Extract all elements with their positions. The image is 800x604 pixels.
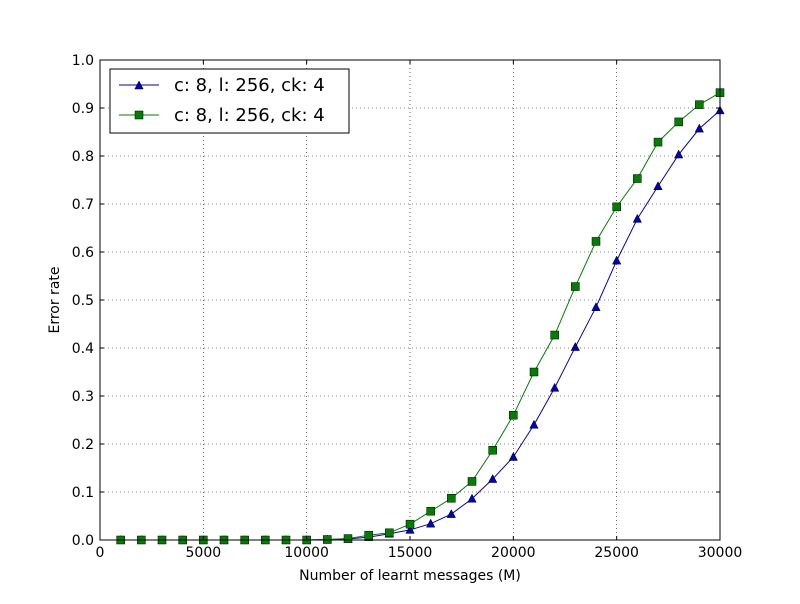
- data-point: [508, 451, 518, 461]
- data-point: [591, 302, 601, 311]
- data-point: [405, 519, 415, 529]
- x-tick-label: 30000: [698, 545, 743, 561]
- data-point: [446, 509, 456, 518]
- data-point: [550, 382, 560, 392]
- x-tick-label: 0: [96, 545, 105, 561]
- x-tick-label: 25000: [594, 545, 639, 561]
- y-tick-label: 0.8: [72, 149, 94, 165]
- y-tick-label: 0.6: [72, 245, 94, 261]
- x-tick-label: 5000: [186, 545, 222, 561]
- legend-marker-2: [134, 110, 144, 120]
- data-point: [364, 530, 373, 540]
- y-tick-label: 0.5: [72, 293, 94, 309]
- y-tick-label: 0.4: [72, 341, 94, 357]
- data-point: [467, 493, 477, 503]
- y-tick-label: 1.0: [72, 53, 94, 69]
- x-tick-label: 15000: [388, 545, 433, 561]
- y-tick-label: 0.0: [72, 533, 94, 549]
- y-tick-label: 0.3: [72, 389, 94, 405]
- legend-marker-1: [134, 80, 144, 90]
- data-point: [571, 282, 580, 291]
- data-point: [632, 213, 642, 223]
- x-tick-label: 20000: [491, 545, 536, 561]
- x-axis-label: Number of learnt messages (M): [299, 568, 521, 584]
- data-point: [674, 117, 683, 127]
- data-point: [467, 477, 477, 486]
- data-point: [529, 367, 539, 377]
- data-point: [529, 419, 539, 429]
- data-point: [385, 528, 394, 538]
- data-point: [343, 534, 353, 543]
- data-point: [653, 181, 663, 190]
- data-point: [695, 100, 704, 109]
- legend-label-1: c: 8, l: 256, ck: 4: [174, 75, 325, 96]
- data-point: [488, 474, 498, 483]
- data-point: [612, 202, 621, 212]
- data-point: [550, 330, 559, 340]
- legend-box: [109, 68, 350, 134]
- data-point: [426, 518, 436, 528]
- axis-ticks: 0 5000 10000 15000 20000 25000 30000 0.0 0.1 0.2 0…: [72, 53, 743, 561]
- y-tick-label: 0.1: [72, 485, 94, 501]
- data-point: [633, 174, 642, 183]
- y-tick-label: 0.7: [72, 197, 94, 213]
- y-tick-label: 0.2: [72, 437, 94, 453]
- x-tick-label: 10000: [284, 545, 329, 561]
- data-point: [426, 506, 435, 516]
- y-tick-label: 0.9: [72, 101, 94, 117]
- data-point: [570, 342, 580, 351]
- data-point: [509, 410, 518, 420]
- data-point: [653, 137, 663, 147]
- data-point: [405, 524, 415, 534]
- legend: c: 8, l: 256, ck: 4 c: 8, l: 256, ck: 4: [109, 68, 350, 134]
- data-point: [694, 123, 704, 133]
- legend-label-2: c: 8, l: 256, ck: 4: [174, 105, 325, 126]
- data-point: [612, 255, 622, 265]
- data-point: [674, 149, 684, 159]
- data-point: [591, 237, 601, 246]
- data-point: [488, 445, 497, 455]
- y-axis-label: Error rate: [47, 266, 63, 333]
- data-point: [447, 493, 456, 503]
